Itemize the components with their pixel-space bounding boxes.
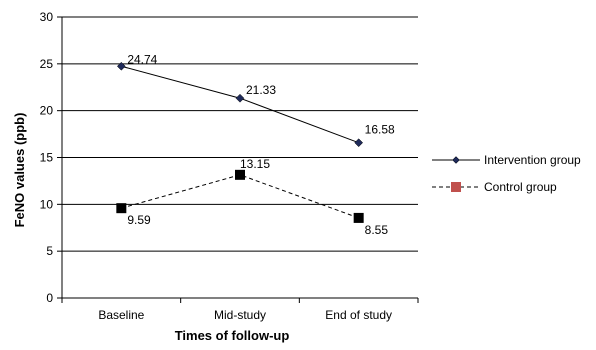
legend-marker [452, 156, 460, 164]
y-axis-title: FeNO values (ppb) [12, 113, 27, 228]
y-tick-label: 10 [40, 197, 54, 211]
data-label: 8.55 [365, 223, 389, 237]
series-lines [121, 65, 359, 219]
data-point-marker [354, 138, 364, 148]
data-label: 21.33 [246, 83, 276, 97]
data-point-marker [353, 212, 364, 223]
x-axis-title: Times of follow-up [175, 328, 290, 343]
y-tick-label: 0 [46, 291, 53, 305]
data-point-marker [235, 169, 245, 180]
series-line-0 [121, 65, 359, 144]
data-label: 16.58 [365, 123, 395, 137]
x-tick-labels: Baseline Mid-study End of study [98, 308, 392, 322]
data-label: 9.59 [127, 213, 151, 227]
legend: Intervention group Control group [432, 153, 581, 194]
data-point-marker [116, 61, 126, 71]
axes [57, 16, 419, 303]
data-point-marker [116, 203, 127, 214]
legend-marker [451, 182, 461, 192]
series-markers [116, 61, 364, 223]
series-line-1 [121, 174, 359, 219]
x-tick-label: Baseline [98, 308, 144, 322]
y-tick-labels: 0 5 10 15 20 25 30 [40, 10, 54, 305]
data-labels: 24.74 21.33 16.58 9.59 13.15 8.55 [127, 52, 395, 237]
y-tick-label: 5 [46, 244, 53, 258]
y-tick-label: 25 [40, 57, 54, 71]
y-tick-label: 15 [40, 151, 54, 165]
data-label: 13.15 [240, 157, 270, 171]
data-label: 24.74 [127, 52, 157, 66]
data-point-marker [235, 93, 245, 103]
y-tick-label: 20 [40, 104, 54, 118]
legend-label: Intervention group [484, 153, 581, 167]
x-tick-label: Mid-study [214, 308, 266, 322]
legend-label: Control group [484, 180, 557, 194]
x-tick-label: End of study [325, 308, 392, 322]
y-tick-label: 30 [40, 10, 54, 24]
